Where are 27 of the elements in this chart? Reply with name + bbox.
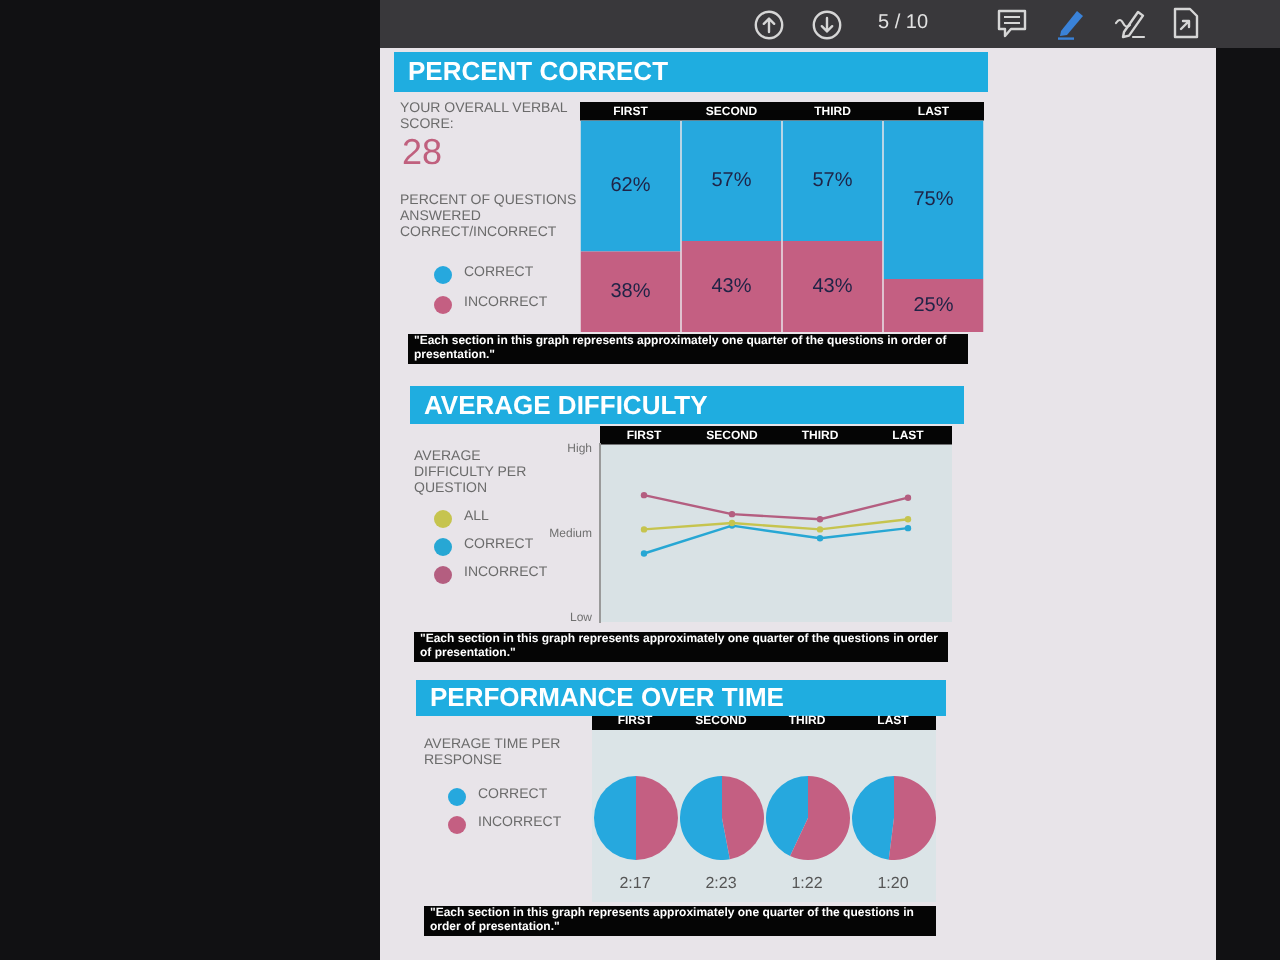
data-label: 43%	[812, 276, 853, 299]
text: 2:23	[705, 874, 737, 892]
data-label: 75%	[913, 189, 954, 212]
point	[728, 510, 736, 518]
text: 2:17	[619, 874, 651, 892]
data-label: 57%	[711, 170, 752, 193]
point	[904, 516, 912, 523]
point	[640, 526, 648, 533]
text: 1:22	[791, 874, 823, 892]
chart-title: AVERAGE DIFFICULTY	[410, 386, 964, 424]
point	[816, 526, 824, 533]
data-label: 38%	[610, 281, 651, 304]
data-label: 62%	[610, 175, 651, 198]
point	[816, 516, 824, 523]
data-label: 57%	[812, 170, 853, 193]
point	[640, 491, 648, 499]
text: 28	[402, 132, 445, 172]
data-label: 43%	[711, 276, 752, 299]
text: 1:20	[877, 874, 909, 892]
data-label: 25%	[913, 295, 954, 318]
point	[640, 550, 648, 557]
chart-title: PERFORMANCE OVER TIME	[416, 680, 946, 716]
point	[816, 535, 824, 542]
chart-title: PERCENT CORRECT	[394, 52, 988, 92]
text: 5 / 10	[878, 12, 929, 36]
point	[904, 524, 912, 532]
point	[904, 494, 912, 501]
